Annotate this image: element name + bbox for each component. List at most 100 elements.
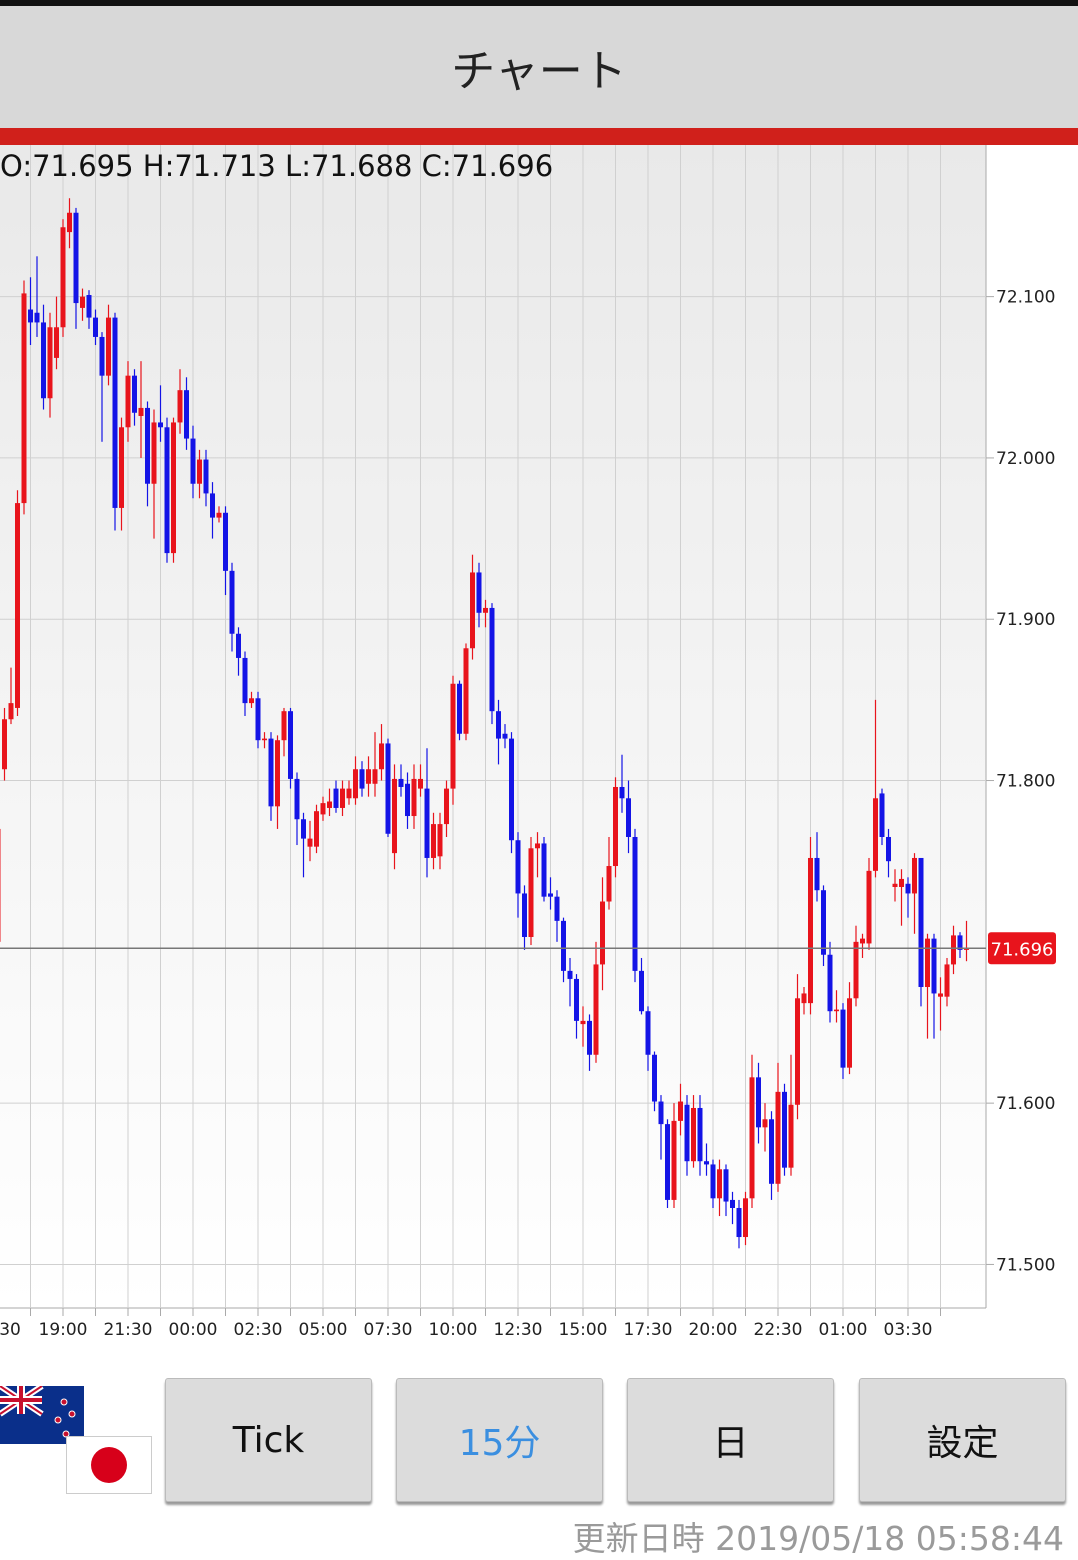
candle-body [574, 978, 579, 1021]
x-tick-label: 15:00 [559, 1320, 608, 1340]
candle-body [840, 1009, 846, 1068]
candle-body [457, 683, 462, 734]
candle-body [437, 824, 443, 857]
candle-body [184, 390, 189, 439]
candle-body [229, 570, 235, 634]
candle-body [535, 843, 540, 849]
candle-body [138, 407, 144, 416]
candle-body [951, 935, 956, 965]
last-price-tag [988, 932, 1056, 965]
candle-body [723, 1169, 729, 1202]
candle-body [483, 607, 488, 613]
candle-body [314, 811, 319, 847]
candle-body [476, 572, 482, 613]
candle-body [327, 801, 332, 808]
flag-jp [66, 1436, 152, 1494]
candle-body [756, 1077, 761, 1128]
x-tick-label: 10:00 [429, 1320, 478, 1340]
candle-body [301, 819, 306, 839]
y-tick-label: 72.000 [996, 449, 1055, 469]
flag-nz-art [0, 1386, 76, 1438]
candle-body [665, 1124, 670, 1200]
candle-body [28, 309, 33, 323]
candle-body [795, 998, 800, 1105]
candle-body [372, 769, 378, 784]
candle-body [860, 938, 865, 944]
candle-body [847, 998, 852, 1068]
candle-body [522, 893, 527, 938]
candle-body [431, 824, 436, 858]
x-tick-label: 22:30 [754, 1320, 803, 1340]
candle-body [801, 993, 807, 1004]
candle-body [177, 390, 183, 423]
candle-body [600, 901, 605, 965]
candle-body [964, 948, 969, 950]
candle-body [424, 788, 430, 858]
candle-body [145, 407, 150, 484]
candle-body [899, 878, 904, 887]
candle-body [262, 738, 267, 741]
candle-body [151, 422, 157, 484]
candle-body [379, 743, 384, 770]
candle-body [606, 866, 612, 902]
y-tick-label: 71.600 [996, 1094, 1055, 1114]
candle-body [554, 896, 560, 921]
candle-body [21, 293, 27, 504]
candle-body [203, 459, 209, 494]
candle-body [561, 920, 566, 971]
candle-body [509, 738, 514, 841]
candle-body [775, 1091, 781, 1184]
x-tick-label: 21:30 [104, 1320, 153, 1340]
candle-body [580, 1020, 586, 1025]
candle-body [41, 322, 46, 399]
tick-button[interactable]: Tick [165, 1378, 372, 1502]
x-tick-label: 01:00 [819, 1320, 868, 1340]
candle-body [93, 317, 98, 337]
candle-body [743, 1198, 748, 1238]
candle-body [67, 212, 72, 233]
candle-body [593, 964, 599, 1055]
candle-body [333, 788, 339, 808]
candle-body [223, 512, 228, 571]
candle-body [652, 1054, 657, 1102]
candle-body [697, 1107, 703, 1162]
candle-body [60, 227, 66, 328]
y-tick-label: 72.100 [996, 288, 1055, 308]
candle-body [2, 719, 7, 770]
candle-body [99, 336, 105, 376]
candle-body [827, 954, 833, 1012]
candle-body [216, 512, 222, 518]
candle-body [125, 375, 131, 428]
candle-body [398, 778, 404, 787]
candle-body [788, 1104, 794, 1168]
candle-body [418, 778, 423, 789]
candle-body [502, 733, 508, 739]
candle-body [470, 572, 475, 649]
candle-body [275, 740, 280, 807]
candle-body [444, 788, 449, 825]
candle-body [587, 1020, 592, 1055]
candle-body [684, 1104, 690, 1162]
candle-body [340, 788, 345, 808]
candle-body [645, 1011, 651, 1055]
x-tick-label: 05:00 [299, 1320, 348, 1340]
status-bar [0, 0, 1078, 6]
candle-body [489, 607, 495, 712]
candle-body [86, 295, 92, 318]
x-tick-label: 02:30 [234, 1320, 283, 1340]
candle-body [548, 893, 553, 897]
settings-button[interactable]: 設定 [859, 1378, 1066, 1502]
candle-body [73, 212, 79, 304]
candle-body [54, 327, 59, 358]
ohlc-readout: O:71.695 H:71.713 L:71.688 C:71.696 [0, 149, 553, 183]
candle-body [405, 783, 410, 817]
candle-body [158, 422, 163, 428]
candle-body [515, 840, 521, 894]
day-button[interactable]: 日 [627, 1378, 834, 1502]
15min-button[interactable]: 15分 [396, 1378, 603, 1502]
candle-body [873, 798, 878, 871]
candle-body [294, 778, 300, 820]
candle-body [190, 438, 196, 484]
candle-body [658, 1101, 664, 1125]
candle-body [834, 1009, 839, 1012]
